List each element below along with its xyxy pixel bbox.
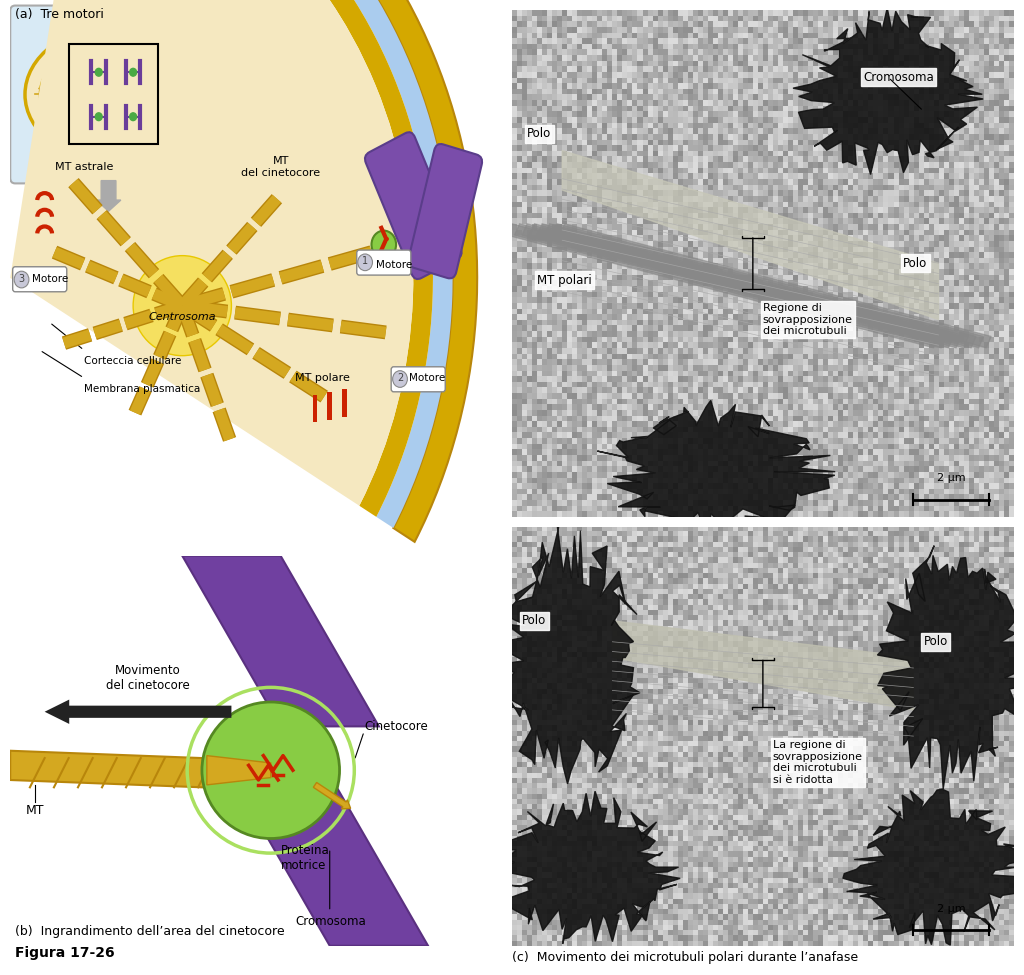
Text: Polo: Polo <box>522 614 546 627</box>
Text: Polo: Polo <box>924 636 947 648</box>
Text: 1: 1 <box>362 255 369 265</box>
Wedge shape <box>10 0 414 506</box>
Polygon shape <box>545 224 976 348</box>
Polygon shape <box>537 224 969 348</box>
Text: (a)  Tre motori: (a) Tre motori <box>15 9 104 21</box>
Circle shape <box>95 113 102 121</box>
Text: Cromosoma: Cromosoma <box>295 915 366 928</box>
Bar <box>328 392 332 419</box>
Polygon shape <box>552 224 984 348</box>
Bar <box>312 395 317 422</box>
Circle shape <box>372 231 396 258</box>
Text: Corteccia cellulare: Corteccia cellulare <box>84 356 181 367</box>
Polygon shape <box>10 751 266 790</box>
Text: 2 μm: 2 μm <box>937 904 966 915</box>
FancyBboxPatch shape <box>356 250 411 275</box>
Polygon shape <box>507 224 939 348</box>
Text: 2 μm: 2 μm <box>937 473 966 483</box>
Polygon shape <box>231 775 428 946</box>
Text: 3: 3 <box>18 274 25 284</box>
Text: MT
del cinetocore: MT del cinetocore <box>241 156 321 177</box>
FancyBboxPatch shape <box>365 133 462 279</box>
Wedge shape <box>87 0 477 542</box>
Polygon shape <box>497 527 640 784</box>
Polygon shape <box>514 224 946 348</box>
Circle shape <box>202 702 340 838</box>
Wedge shape <box>84 0 453 528</box>
Ellipse shape <box>40 39 197 150</box>
Polygon shape <box>843 789 1024 945</box>
Polygon shape <box>612 621 913 710</box>
Circle shape <box>95 68 102 76</box>
Bar <box>70 45 158 144</box>
Wedge shape <box>80 0 433 517</box>
Text: Cromosoma: Cromosoma <box>863 71 934 84</box>
Polygon shape <box>562 150 939 320</box>
Ellipse shape <box>25 25 212 164</box>
Polygon shape <box>878 546 1024 789</box>
Text: Centrosoma: Centrosoma <box>148 312 216 322</box>
FancyArrow shape <box>313 783 350 809</box>
Circle shape <box>392 370 408 387</box>
FancyBboxPatch shape <box>10 6 226 183</box>
Text: Movimento
del cinetocore: Movimento del cinetocore <box>106 664 189 692</box>
FancyBboxPatch shape <box>391 367 445 392</box>
Text: La regione di
sovrapposizione
dei microtubuli
si è ridotta: La regione di sovrapposizione dei microt… <box>773 740 863 785</box>
Bar <box>342 389 347 417</box>
Text: 2: 2 <box>397 373 403 383</box>
Polygon shape <box>498 792 680 944</box>
Circle shape <box>130 113 136 121</box>
Polygon shape <box>529 224 962 348</box>
Text: (b)  Ingrandimento dell’area del cinetocore: (b) Ingrandimento dell’area del cinetoco… <box>15 925 285 938</box>
Polygon shape <box>560 224 991 348</box>
Polygon shape <box>207 756 270 785</box>
Text: (c)  Movimento dei microtubuli polari durante l’anafase: (c) Movimento dei microtubuli polari dur… <box>512 951 858 963</box>
Circle shape <box>357 254 373 271</box>
Ellipse shape <box>133 255 231 356</box>
Text: MT polari: MT polari <box>537 274 592 287</box>
Text: Motore: Motore <box>410 373 445 383</box>
FancyBboxPatch shape <box>12 267 67 292</box>
Text: Regione di
sovrapposizione
dei microtubuli: Regione di sovrapposizione dei microtubu… <box>763 303 853 336</box>
Polygon shape <box>522 224 953 348</box>
Circle shape <box>130 68 136 76</box>
Text: MT: MT <box>26 804 44 817</box>
Text: Motore: Motore <box>33 274 69 284</box>
FancyArrow shape <box>45 700 231 723</box>
Polygon shape <box>182 556 379 726</box>
Text: Cinetocore: Cinetocore <box>365 720 428 733</box>
Text: MT astrale: MT astrale <box>54 162 114 173</box>
FancyArrow shape <box>96 180 121 212</box>
Text: MT polare: MT polare <box>295 372 350 383</box>
Polygon shape <box>793 8 983 175</box>
Text: Polo: Polo <box>903 256 928 270</box>
Text: Proteina
motrice: Proteina motrice <box>281 844 330 872</box>
Text: Polo: Polo <box>527 127 551 140</box>
FancyBboxPatch shape <box>409 144 482 279</box>
Text: Motore: Motore <box>377 259 413 269</box>
Circle shape <box>14 271 29 288</box>
Text: Figura 17-26: Figura 17-26 <box>15 947 115 960</box>
Text: Membrana plasmatica: Membrana plasmatica <box>84 384 201 394</box>
Polygon shape <box>597 401 836 540</box>
